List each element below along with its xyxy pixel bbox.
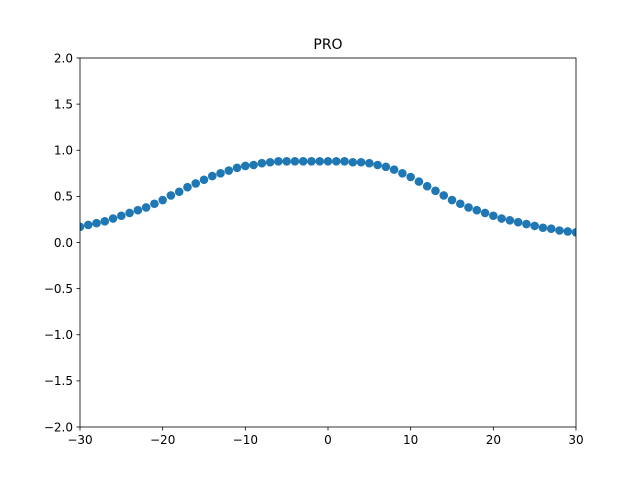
data-point bbox=[414, 177, 424, 186]
data-point bbox=[241, 161, 250, 171]
data-point bbox=[497, 214, 506, 223]
data-point bbox=[307, 157, 316, 166]
data-point bbox=[199, 175, 209, 185]
data-point bbox=[331, 157, 341, 166]
data-point bbox=[406, 172, 415, 182]
data-point bbox=[141, 203, 151, 212]
data-point bbox=[249, 160, 258, 170]
data-points bbox=[80, 157, 576, 237]
data-point bbox=[191, 179, 201, 188]
data-point bbox=[555, 226, 564, 235]
data-point bbox=[480, 208, 490, 218]
y-tick-label: 2.0 bbox=[54, 51, 73, 65]
chart-title: PRO bbox=[313, 37, 342, 53]
data-point bbox=[274, 157, 283, 166]
data-point bbox=[315, 157, 325, 166]
data-point bbox=[447, 195, 457, 205]
x-tick-label: −10 bbox=[233, 433, 258, 447]
data-point bbox=[439, 191, 449, 200]
data-point bbox=[422, 181, 432, 191]
data-point bbox=[489, 211, 498, 221]
data-point bbox=[92, 218, 101, 228]
data-point bbox=[356, 157, 366, 167]
data-point bbox=[174, 187, 184, 197]
data-point bbox=[298, 157, 308, 166]
data-point bbox=[183, 182, 192, 192]
data-point bbox=[455, 199, 465, 209]
data-point bbox=[348, 157, 358, 167]
data-point bbox=[513, 217, 523, 227]
data-point bbox=[472, 205, 482, 215]
data-point bbox=[365, 158, 374, 168]
x-tick-label: 0 bbox=[324, 433, 332, 447]
y-tick-label: 0.5 bbox=[54, 190, 73, 204]
y-tick-label: −1.0 bbox=[44, 328, 73, 342]
data-point bbox=[563, 227, 573, 236]
data-point bbox=[108, 214, 118, 223]
x-tick-label: 20 bbox=[486, 433, 501, 447]
data-point bbox=[216, 169, 225, 178]
data-point bbox=[133, 205, 143, 215]
data-point bbox=[166, 191, 176, 200]
data-point bbox=[150, 199, 159, 209]
y-tick-label: 0.0 bbox=[54, 236, 73, 250]
plot-frame bbox=[79, 57, 577, 428]
data-point bbox=[80, 222, 85, 232]
y-tick-label: −0.5 bbox=[44, 282, 73, 296]
data-point bbox=[290, 157, 300, 166]
data-point bbox=[389, 165, 399, 174]
data-point bbox=[340, 157, 349, 166]
data-point bbox=[125, 208, 134, 218]
data-point bbox=[282, 157, 291, 166]
data-point bbox=[224, 166, 234, 175]
x-tick-label: −30 bbox=[67, 433, 92, 447]
data-point bbox=[117, 211, 126, 221]
data-point bbox=[530, 221, 539, 231]
data-point bbox=[398, 169, 407, 178]
data-point bbox=[546, 224, 556, 233]
data-point bbox=[207, 171, 217, 181]
data-point bbox=[505, 216, 515, 225]
axes: −30 −20 −10 0 10 20 30 −2.0 −1.5 −1.0 −0.5 0.0 0.5 1.… bbox=[44, 51, 584, 447]
y-tick-label: 1.5 bbox=[54, 97, 73, 111]
data-point bbox=[464, 203, 473, 212]
y-tick-label: −1.5 bbox=[44, 374, 73, 388]
x-tick-label: 10 bbox=[403, 433, 418, 447]
data-point bbox=[522, 219, 531, 229]
data-point bbox=[265, 157, 275, 167]
data-point bbox=[381, 162, 391, 172]
data-point bbox=[158, 195, 167, 205]
data-point bbox=[100, 216, 110, 226]
data-point bbox=[538, 223, 548, 233]
y-tick-label: −2.0 bbox=[44, 420, 73, 434]
x-tick-label: −20 bbox=[150, 433, 175, 447]
y-tick-label: 1.0 bbox=[54, 144, 73, 158]
data-point bbox=[83, 220, 93, 230]
data-point bbox=[571, 228, 576, 237]
x-tick-label: 30 bbox=[568, 433, 583, 447]
data-point bbox=[232, 163, 242, 173]
data-point bbox=[257, 158, 267, 168]
data-point bbox=[373, 160, 382, 170]
data-point bbox=[323, 157, 333, 166]
data-point bbox=[431, 186, 440, 196]
